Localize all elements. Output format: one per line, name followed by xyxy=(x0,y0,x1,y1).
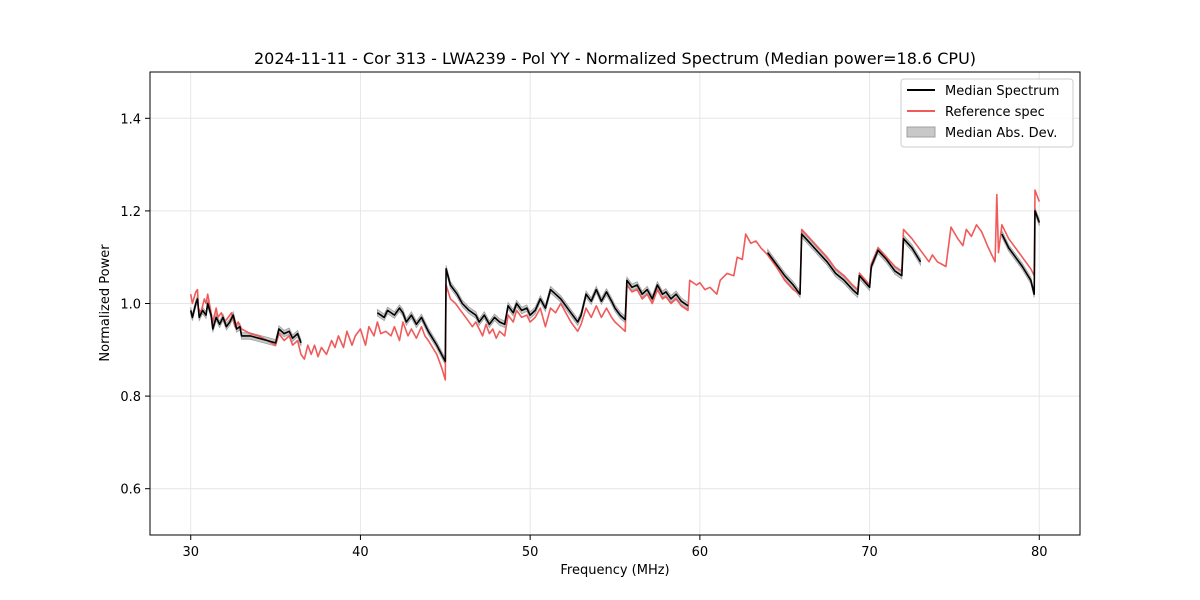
chart-title: 2024-11-11 - Cor 313 - LWA239 - Pol YY -… xyxy=(254,49,976,68)
legend-reference-label: Reference spec xyxy=(945,105,1045,120)
x-tick-label: 80 xyxy=(1031,545,1048,560)
x-axis-label: Frequency (MHz) xyxy=(560,563,669,578)
y-tick-label: 1.4 xyxy=(120,112,141,127)
reference-series-layer xyxy=(189,189,1041,381)
legend-mad-label: Median Abs. Dev. xyxy=(945,126,1057,141)
reference-spec-line xyxy=(189,189,1041,381)
x-tick-label: 30 xyxy=(182,545,199,560)
x-tick-label: 60 xyxy=(692,545,709,560)
x-tick-label: 70 xyxy=(861,545,878,560)
median-spectrum-line xyxy=(189,298,302,344)
median-series-layer xyxy=(189,210,1041,363)
y-tick-label: 1.2 xyxy=(120,205,141,220)
legend-mad-swatch xyxy=(906,126,936,138)
x-axis-ticks: 30 40 50 60 70 80 xyxy=(182,535,1048,560)
x-tick-label: 40 xyxy=(352,545,369,560)
mad-band xyxy=(1001,207,1040,298)
median-spectrum-line xyxy=(767,233,922,295)
y-axis-label: Normalized Power xyxy=(98,244,113,362)
median-spectrum-line xyxy=(376,268,689,363)
y-axis-ticks: 0.6 0.8 1.0 1.2 1.4 xyxy=(120,112,150,498)
y-tick-label: 0.6 xyxy=(120,483,141,498)
y-tick-label: 0.8 xyxy=(120,390,141,405)
legend-median-label: Median Spectrum xyxy=(945,84,1059,99)
legend-box xyxy=(900,78,1074,148)
median-spectrum-line xyxy=(1001,210,1041,295)
y-tick-label: 1.0 xyxy=(120,298,141,313)
legend: Median Spectrum Reference spec Median Ab… xyxy=(900,78,1074,148)
x-tick-label: 50 xyxy=(522,545,539,560)
